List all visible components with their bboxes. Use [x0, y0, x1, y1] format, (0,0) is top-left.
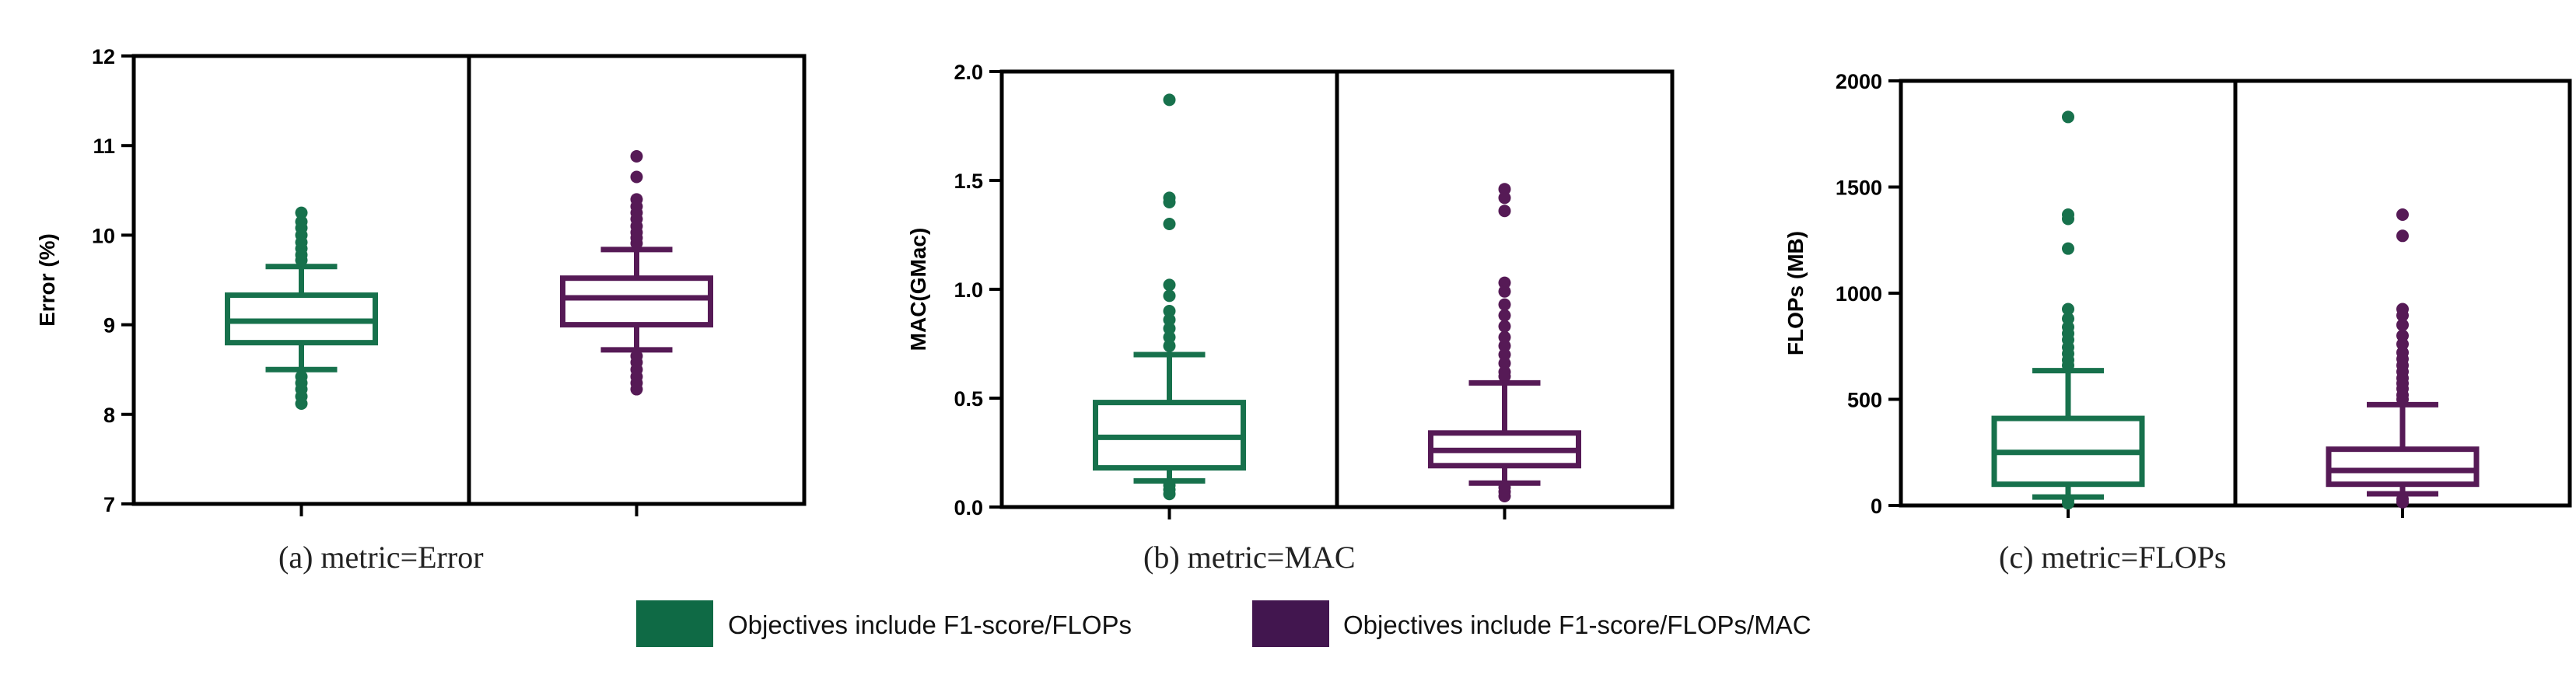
- outlier-point: [1163, 305, 1176, 317]
- outlier-point: [1163, 196, 1176, 208]
- y-axis-title: MAC(GMac): [906, 228, 930, 351]
- outlier-point: [1163, 322, 1176, 335]
- chart-panel-2: 0.0 0.5 1.0 1.5 2.0 MAC(GMac) (b) metric=MAC: [906, 61, 1675, 575]
- outlier-point: [1498, 276, 1511, 289]
- y-tick-label: 11: [93, 135, 115, 158]
- chart-panel-1: 7 8 9 10 11 12 Error (%) (a) metric=Error: [35, 45, 807, 575]
- y-tick-label: 1.5: [954, 170, 983, 193]
- outlier-point: [2396, 208, 2409, 221]
- box-f1-flops-mac: [1428, 183, 1581, 502]
- outlier-point: [1163, 278, 1176, 292]
- outlier-point: [295, 254, 308, 267]
- outlier-point: [630, 170, 643, 184]
- box-f1-flops: [1093, 93, 1246, 501]
- y-tick-label: 7: [103, 493, 115, 516]
- y-tick-label: 12: [92, 45, 115, 68]
- outlier-point: [1498, 370, 1511, 383]
- y-tick-label: 2.0: [954, 61, 983, 84]
- outlier-point: [2396, 495, 2409, 509]
- outlier-point: [630, 236, 643, 250]
- y-axis-title: Error (%): [35, 233, 59, 327]
- panel-caption: (c) metric=FLOPs: [1999, 540, 2227, 575]
- outlier-point: [1163, 289, 1176, 303]
- outlier-point: [2062, 212, 2074, 226]
- outlier-point: [1163, 313, 1176, 327]
- outlier-point: [2396, 309, 2409, 322]
- y-tick-label: 1.0: [954, 278, 983, 302]
- box-f1-flops-mac: [2326, 208, 2480, 509]
- outlier-point: [295, 206, 308, 219]
- iqr-box: [2326, 446, 2480, 488]
- outlier-point: [1498, 191, 1511, 205]
- outlier-point: [2396, 229, 2409, 243]
- outlier-point: [1163, 488, 1176, 501]
- y-tick-label: 0.0: [954, 496, 983, 519]
- legend-swatch-f1-flops: [636, 600, 713, 647]
- outlier-point: [1498, 205, 1511, 218]
- panel-caption: (a) metric=Error: [278, 540, 484, 575]
- y-tick-label: 1000: [1836, 282, 1882, 306]
- box-f1-flops: [225, 206, 378, 410]
- charts: 7 8 9 10 11 12 Error (%) (a) metric=Error 0.0 0.5…: [35, 45, 2572, 575]
- legend: Objectives include F1-score/FLOPs Object…: [636, 600, 1811, 647]
- outlier-point: [630, 150, 643, 163]
- chart-panel-3: 0 500 1000 1500 2000 FLOPs (MB) (c) metric=FLO…: [1783, 70, 2572, 575]
- legend-label-f1-flops-mac: Objectives include F1-score/FLOPs/MAC: [1343, 610, 1811, 639]
- outlier-point: [1163, 218, 1176, 230]
- outlier-point: [1163, 339, 1176, 352]
- outlier-point: [2062, 110, 2074, 124]
- outlier-point: [1498, 183, 1511, 196]
- outlier-point: [1498, 331, 1511, 344]
- outlier-point: [1163, 331, 1176, 344]
- y-tick-label: 1500: [1836, 177, 1882, 200]
- outlier-point: [2396, 318, 2409, 331]
- outlier-point: [2062, 303, 2074, 316]
- outlier-point: [1163, 93, 1176, 107]
- outlier-point: [1498, 357, 1511, 370]
- outlier-point: [2062, 242, 2074, 255]
- y-tick-label: 10: [92, 224, 115, 247]
- y-tick-label: 9: [103, 314, 115, 338]
- y-tick-label: 8: [103, 404, 115, 427]
- outlier-point: [1498, 320, 1511, 333]
- iqr-box: [560, 275, 713, 328]
- outlier-point: [2062, 497, 2074, 510]
- outlier-point: [1498, 285, 1511, 298]
- outlier-point: [1498, 348, 1511, 361]
- y-tick-label: 500: [1847, 389, 1882, 412]
- outlier-point: [1498, 298, 1511, 311]
- legend-label-f1-flops: Objectives include F1-score/FLOPs: [728, 610, 1132, 639]
- y-tick-label: 2000: [1836, 70, 1882, 93]
- legend-swatch-f1-flops-mac: [1252, 600, 1329, 647]
- outlier-point: [1498, 490, 1511, 502]
- panel-caption: (b) metric=MAC: [1143, 540, 1356, 575]
- y-tick-label: 0.5: [954, 387, 983, 411]
- outlier-point: [630, 383, 643, 396]
- outlier-point: [1498, 339, 1511, 352]
- outlier-point: [2396, 393, 2409, 406]
- box-f1-flops-mac: [560, 150, 713, 396]
- box-f1-flops: [1991, 110, 2145, 510]
- outlier-point: [295, 397, 308, 410]
- y-tick-label: 0: [1871, 495, 1882, 518]
- outlier-point: [2062, 358, 2074, 372]
- y-axis-title: FLOPs (MB): [1783, 231, 1808, 355]
- outlier-point: [1498, 309, 1511, 322]
